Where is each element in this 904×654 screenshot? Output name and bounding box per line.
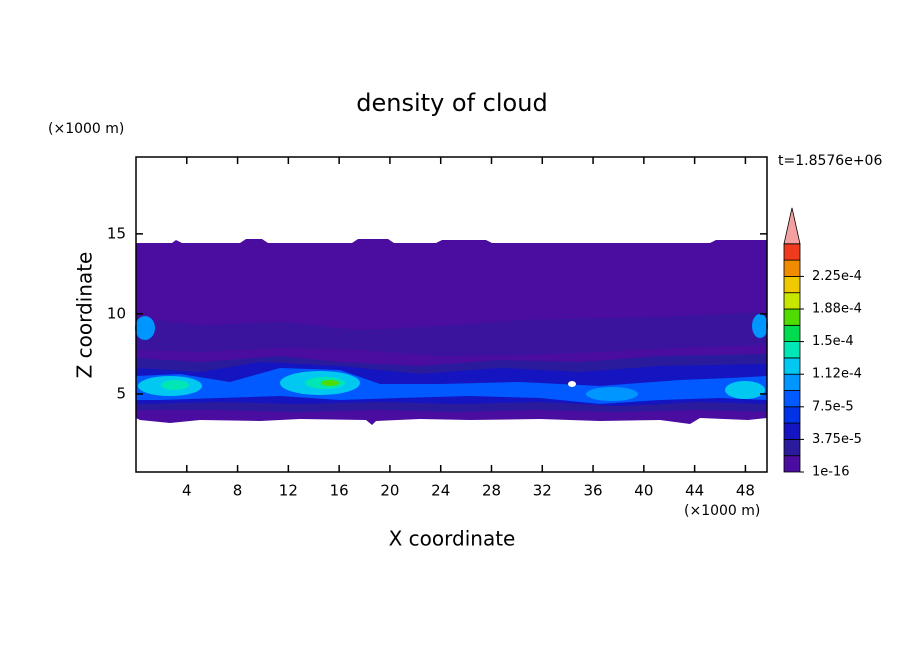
colorbar-box [783,324,801,342]
y-tick-label: 10 [107,304,126,322]
cloud-core [161,380,189,390]
cloud-core [586,387,638,401]
x-tick-label: 12 [279,482,298,500]
colorbar-box [783,357,801,375]
colorbar-box [783,373,801,391]
x-tick-label: 20 [380,482,399,500]
colorbar-label: 7.5e-5 [812,399,854,414]
colorbar-box [783,259,801,277]
cloud-core [321,380,339,386]
y-unit: (×1000 m) [48,121,124,137]
colorbar-box [783,406,801,424]
x-tick-label: 24 [431,482,450,500]
y-tick-label: 5 [116,384,126,402]
colorbar-label: 1.88e-4 [812,302,862,317]
gap [568,381,576,387]
time-label: t=1.8576e+06 [778,153,882,169]
x-tick-label: 28 [482,482,501,500]
colorbar-box [783,455,801,473]
colorbar-label: 1e-16 [812,465,850,480]
x-tick-label: 4 [182,482,192,500]
colorbar-box [783,341,801,359]
x-tick-label: 32 [533,482,552,500]
y-axis-title: Z coordinate [73,252,97,379]
colorbar-label: 2.25e-4 [812,269,862,284]
x-tick-label: 44 [685,482,704,500]
y-tick-label: 15 [107,224,126,242]
x-tick-label: 16 [330,482,349,500]
colorbar-box [783,438,801,457]
contour-field [135,239,768,425]
colorbar-label: 1.12e-4 [812,367,862,382]
cloud-core [135,316,155,340]
colorbar-label: 3.75e-5 [812,432,862,447]
colorbar-box [783,422,801,440]
colorbar-box [783,390,801,408]
colorbar-overflow [783,207,801,245]
x-tick-label: 8 [233,482,243,500]
colorbar-box [783,308,801,326]
colorbar-box [783,292,801,310]
x-tick-label: 36 [584,482,603,500]
x-axis-title: X coordinate [389,527,516,551]
x-tick-label: 40 [634,482,653,500]
cloud-core [752,314,768,338]
x-unit: (×1000 m) [684,503,760,519]
colorbar-box [783,275,801,294]
chart-title: density of cloud [356,89,547,117]
colorbar-box [783,243,801,261]
colorbar-label: 1.5e-4 [812,334,854,349]
cloud-core [725,381,765,399]
x-tick-label: 48 [736,482,755,500]
cloud-layer [136,312,767,356]
